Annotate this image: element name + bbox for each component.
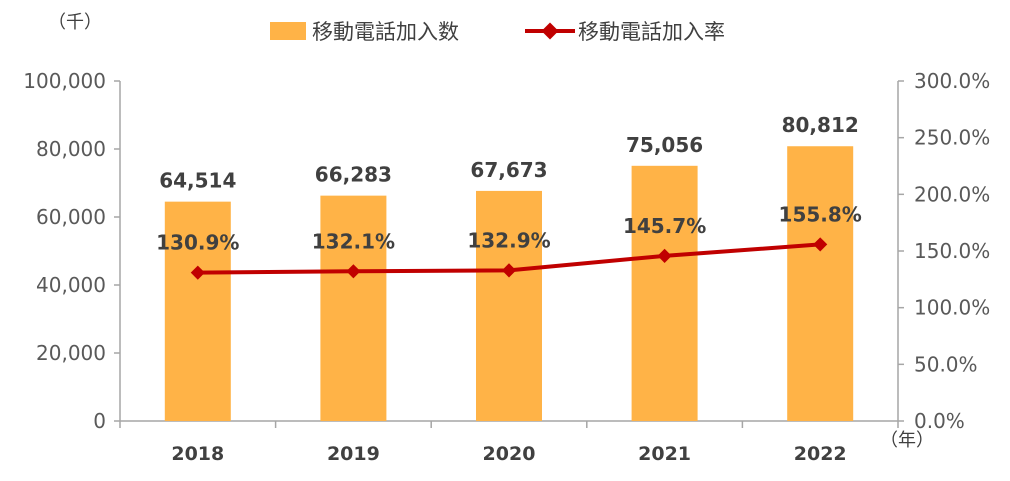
bar: [787, 146, 854, 421]
rate-marker: [813, 237, 828, 252]
rate-value-label: 145.7%: [623, 214, 706, 238]
bar: [320, 195, 387, 421]
bar-value-label: 66,283: [315, 163, 392, 187]
bar-value-label: 75,056: [626, 133, 703, 157]
legend-label-line: 移動電話加入率: [578, 20, 725, 44]
bar-value-label: 64,514: [159, 169, 236, 193]
rate-marker: [346, 264, 361, 279]
bar: [631, 165, 698, 421]
bar-series: [164, 146, 854, 421]
left-axis-tick-label: 100,000: [23, 69, 106, 93]
legend-swatch-marker: [541, 22, 559, 40]
right-axis-tick-label: 100.0%: [914, 296, 990, 320]
right-axis-tick-label: 250.0%: [914, 126, 990, 150]
left-axis-tick-label: 0: [93, 409, 106, 433]
x-axis-category-label: 2018: [171, 443, 224, 465]
right-axis-tick-label: 200.0%: [914, 182, 990, 206]
bar: [164, 201, 231, 421]
data-labels: 64,514 66,283 67,673 75,056 80,812 130.9% 132.…: [156, 113, 862, 254]
x-axis-category-label: 2022: [794, 443, 847, 465]
bar-value-label: 80,812: [782, 113, 859, 137]
bar-value-label: 67,673: [470, 158, 547, 182]
legend-label-bar: 移動電話加入数: [312, 20, 459, 44]
left-axis-tick-label: 20,000: [36, 341, 106, 365]
legend: 移動電話加入数 移動電話加入率: [270, 20, 725, 44]
left-axis-tick-label: 80,000: [36, 137, 106, 161]
rate-value-label: 132.9%: [467, 228, 550, 252]
x-axis-category-label: 2019: [327, 443, 380, 465]
right-axis-tick-label: 300.0%: [914, 69, 990, 93]
x-axis-unit-label: （年）: [880, 430, 934, 451]
x-axis-category-label: 2021: [638, 443, 691, 465]
bar: [476, 190, 542, 421]
rate-value-label: 132.1%: [312, 229, 395, 253]
rate-value-label: 155.8%: [779, 202, 862, 226]
left-axis-unit-label: （千）: [48, 12, 102, 33]
legend-swatch-bar: [270, 22, 306, 40]
x-axis-category-label: 2020: [483, 443, 536, 465]
left-axis-tick-label: 40,000: [36, 273, 106, 297]
rate-value-label: 130.9%: [156, 231, 239, 255]
rate-marker: [190, 265, 205, 280]
left-axis-tick-label: 60,000: [36, 205, 106, 229]
right-axis-tick-label: 0.0%: [914, 409, 965, 433]
axes: 0 20,000 40,000 60,000 80,000 100,000 0.0% 50.0…: [23, 69, 990, 465]
rate-marker: [657, 248, 672, 263]
right-axis-tick-label: 150.0%: [914, 239, 990, 263]
right-axis-tick-label: 50.0%: [914, 352, 978, 376]
rate-marker: [501, 263, 517, 278]
line-series: [190, 237, 828, 280]
